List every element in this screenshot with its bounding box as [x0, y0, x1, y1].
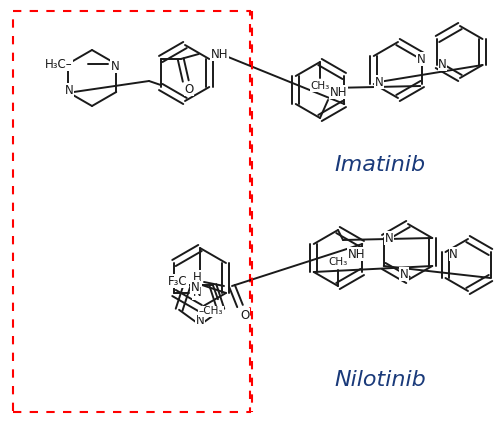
Text: N: N	[111, 60, 120, 72]
Text: N: N	[190, 281, 200, 294]
Text: N: N	[400, 267, 408, 280]
Text: CH₃: CH₃	[310, 81, 330, 91]
Bar	[12, 11, 250, 412]
Text: NH: NH	[211, 47, 228, 60]
Text: –CH₃: –CH₃	[198, 306, 223, 316]
Text: Imatinib: Imatinib	[334, 155, 426, 175]
Text: N: N	[64, 83, 73, 96]
Text: H
N: H N	[192, 271, 202, 299]
Text: N: N	[417, 52, 426, 66]
Text: Nilotinib: Nilotinib	[334, 370, 426, 390]
Text: CH₃: CH₃	[328, 257, 347, 267]
Text: N: N	[374, 75, 383, 88]
Text: N: N	[449, 247, 458, 261]
Text: N: N	[384, 231, 393, 244]
Text: O: O	[240, 308, 250, 321]
Text: N: N	[196, 313, 204, 327]
Text: F₃C: F₃C	[168, 275, 188, 288]
Text: H₃C–: H₃C–	[44, 58, 72, 71]
Text: O: O	[184, 82, 194, 96]
Text: NH: NH	[330, 85, 347, 99]
Text: NH: NH	[348, 247, 366, 261]
Text: N: N	[438, 58, 447, 71]
